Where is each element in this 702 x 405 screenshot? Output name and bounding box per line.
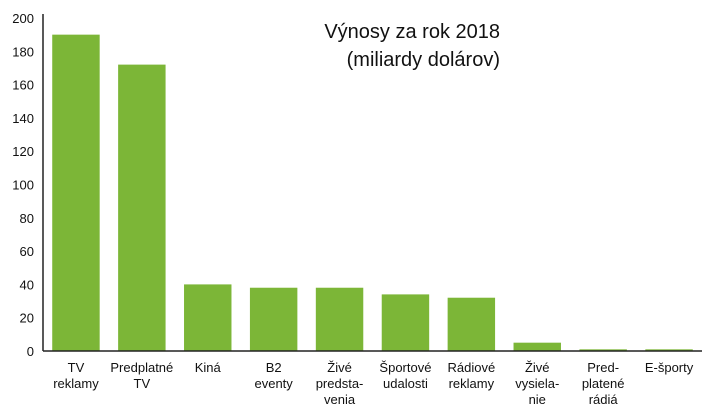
y-tick-label: 120 — [12, 144, 34, 159]
x-tick-label-line: B2 — [266, 360, 282, 375]
bar — [249, 287, 298, 351]
x-tick-label-line: Živé — [525, 360, 550, 375]
x-tick-label-line: predsta- — [316, 376, 364, 391]
x-tick-label-line: TV — [134, 376, 151, 391]
x-tick-label-line: Predplatné — [110, 360, 173, 375]
x-tick-label-line: reklamy — [449, 376, 495, 391]
x-tick-label: Predplatné TV — [110, 360, 173, 391]
x-tick-label: TV reklamy — [53, 360, 99, 391]
bar — [447, 297, 496, 351]
y-tick-label: 40 — [20, 277, 34, 292]
y-tick-label: 200 — [12, 11, 34, 26]
y-tick-label: 20 — [20, 311, 34, 326]
x-tick-label: B2 eventy — [254, 360, 293, 391]
x-tick-label: Živé vysiela-nie — [515, 360, 559, 405]
x-tick-label-line: venia — [324, 392, 356, 405]
y-tick-label: 80 — [20, 211, 34, 226]
x-tick-label: Kiná — [195, 360, 222, 375]
bar — [579, 349, 627, 351]
bar — [645, 349, 693, 351]
x-tick-label: Pred-platené rádiá — [582, 360, 625, 405]
bar — [184, 284, 232, 351]
x-tick-label-line: E-športy — [645, 360, 694, 375]
x-tick-label-line: eventy — [254, 376, 293, 391]
y-tick-label: 60 — [20, 244, 34, 259]
bar — [381, 294, 430, 351]
y-tick-label: 0 — [27, 344, 34, 359]
x-tick-label-line: TV — [68, 360, 85, 375]
y-tick-label: 180 — [12, 44, 34, 59]
bar — [513, 342, 561, 351]
x-tick-label-line: Živé — [327, 360, 352, 375]
x-tick-label: Rádiové reklamy — [447, 360, 495, 391]
x-tick-label-line: nie — [529, 392, 546, 405]
x-tick-label-line: Pred- — [587, 360, 619, 375]
chart-subtitle: (miliardy dolárov) — [347, 49, 500, 71]
x-tick-label-line: reklamy — [53, 376, 99, 391]
bar — [118, 64, 166, 352]
x-tick-label: Športové udalosti — [379, 360, 431, 391]
bar — [52, 34, 100, 352]
x-tick-label-line: udalosti — [383, 376, 428, 391]
y-tick-label: 140 — [12, 111, 34, 126]
x-tick-label: E-športy — [645, 360, 694, 375]
x-tick-label-line: Kiná — [195, 360, 222, 375]
x-tick-label-line: vysiela- — [515, 376, 559, 391]
x-tick-label: Živé predsta-venia — [316, 360, 364, 405]
x-tick-label-line: platené — [582, 376, 625, 391]
x-tick-label-line: rádiá — [589, 392, 619, 405]
chart-title: Výnosy za rok 2018 — [324, 21, 500, 43]
x-tick-label-line: Športové — [379, 360, 431, 375]
bar — [315, 287, 364, 351]
x-tick-label-line: Rádiové — [447, 360, 495, 375]
y-tick-label: 100 — [12, 178, 34, 193]
y-tick-label: 160 — [12, 78, 34, 93]
